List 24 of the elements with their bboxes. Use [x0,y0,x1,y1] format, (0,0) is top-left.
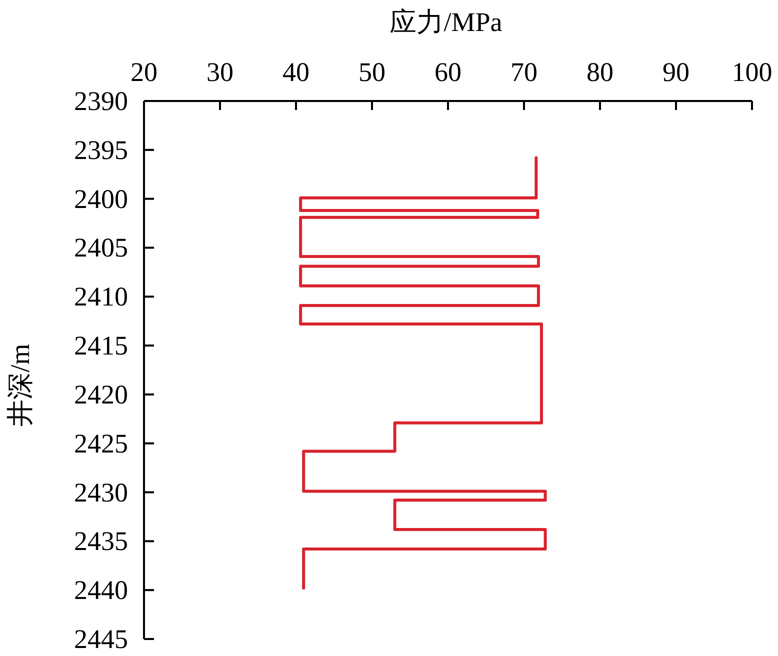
line-series [299,156,547,590]
y-tick-label: 2435 [74,526,128,556]
y-tick-label: 2390 [74,86,128,116]
y-axis-title: 井深/m [5,344,35,426]
y-tick-label: 2430 [74,477,128,508]
x-tick-label: 20 [130,57,158,87]
x-tick-label: 90 [662,57,690,87]
x-tick-label: 80 [586,57,614,87]
x-tick-label: 40 [282,57,310,87]
x-tick-label: 100 [732,57,772,87]
y-tick-label: 2405 [74,232,128,263]
y-tick-label: 2425 [74,428,128,458]
y-tick-label: 2440 [74,575,128,606]
x-tick-label: 60 [434,57,462,87]
x-tick-label: 50 [358,57,386,87]
y-tick-label: 2415 [74,330,128,361]
y-tick-label: 2400 [74,184,128,214]
y-tick-label: 2395 [74,134,128,165]
x-tick-label: 30 [206,57,234,87]
y-tick-label: 2420 [74,379,128,410]
y-tick-label: 2410 [74,282,128,312]
x-axis-title: 应力/MPa [390,7,502,37]
y-tick-label: 2445 [74,624,128,654]
x-tick-label: 70 [510,57,538,87]
